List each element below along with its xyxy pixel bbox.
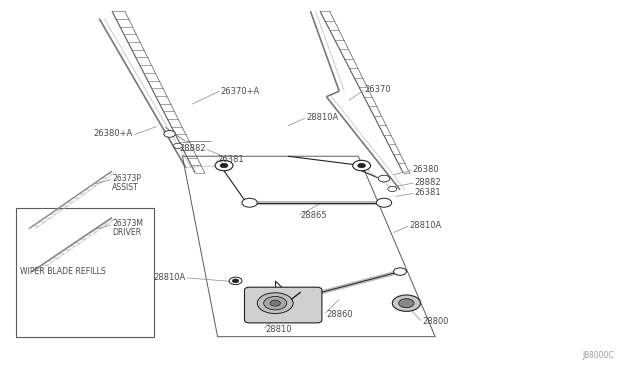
Circle shape bbox=[353, 160, 371, 171]
Text: WIPER BLADE REFILLS: WIPER BLADE REFILLS bbox=[20, 267, 106, 276]
Circle shape bbox=[399, 299, 414, 308]
Circle shape bbox=[358, 163, 365, 168]
Text: 26370+A: 26370+A bbox=[221, 87, 260, 96]
Text: J88000C: J88000C bbox=[583, 351, 614, 360]
Text: 28800: 28800 bbox=[422, 317, 449, 326]
Text: 26370: 26370 bbox=[365, 85, 392, 94]
Text: 26381: 26381 bbox=[218, 155, 244, 164]
Circle shape bbox=[173, 143, 182, 148]
Circle shape bbox=[388, 186, 397, 192]
Text: 28865: 28865 bbox=[301, 211, 328, 220]
Text: 28882: 28882 bbox=[415, 178, 442, 187]
Circle shape bbox=[376, 198, 392, 207]
Circle shape bbox=[164, 131, 175, 137]
Circle shape bbox=[242, 198, 257, 207]
Circle shape bbox=[392, 295, 420, 311]
Circle shape bbox=[394, 268, 406, 275]
Text: 28882: 28882 bbox=[179, 144, 206, 153]
Text: 28860: 28860 bbox=[326, 310, 353, 319]
Circle shape bbox=[232, 279, 239, 283]
Text: 28810A: 28810A bbox=[306, 113, 338, 122]
Text: 26380: 26380 bbox=[413, 165, 440, 174]
Circle shape bbox=[378, 175, 390, 182]
Text: 26373P: 26373P bbox=[112, 174, 141, 183]
Text: DRIVER: DRIVER bbox=[112, 228, 141, 237]
Circle shape bbox=[270, 300, 280, 306]
Text: ASSIST: ASSIST bbox=[112, 183, 139, 192]
Text: 28810A: 28810A bbox=[410, 221, 442, 230]
Text: 26373M: 26373M bbox=[112, 219, 143, 228]
FancyBboxPatch shape bbox=[244, 287, 322, 323]
Circle shape bbox=[264, 296, 287, 310]
Text: 28810A: 28810A bbox=[154, 273, 186, 282]
Text: 26380+A: 26380+A bbox=[94, 129, 133, 138]
Circle shape bbox=[257, 293, 293, 314]
Text: 28810: 28810 bbox=[266, 325, 292, 334]
Circle shape bbox=[215, 160, 233, 171]
Circle shape bbox=[220, 163, 228, 168]
Text: 26381: 26381 bbox=[415, 188, 442, 197]
Bar bbox=[16, 208, 154, 337]
Circle shape bbox=[288, 296, 301, 303]
Circle shape bbox=[229, 277, 242, 285]
